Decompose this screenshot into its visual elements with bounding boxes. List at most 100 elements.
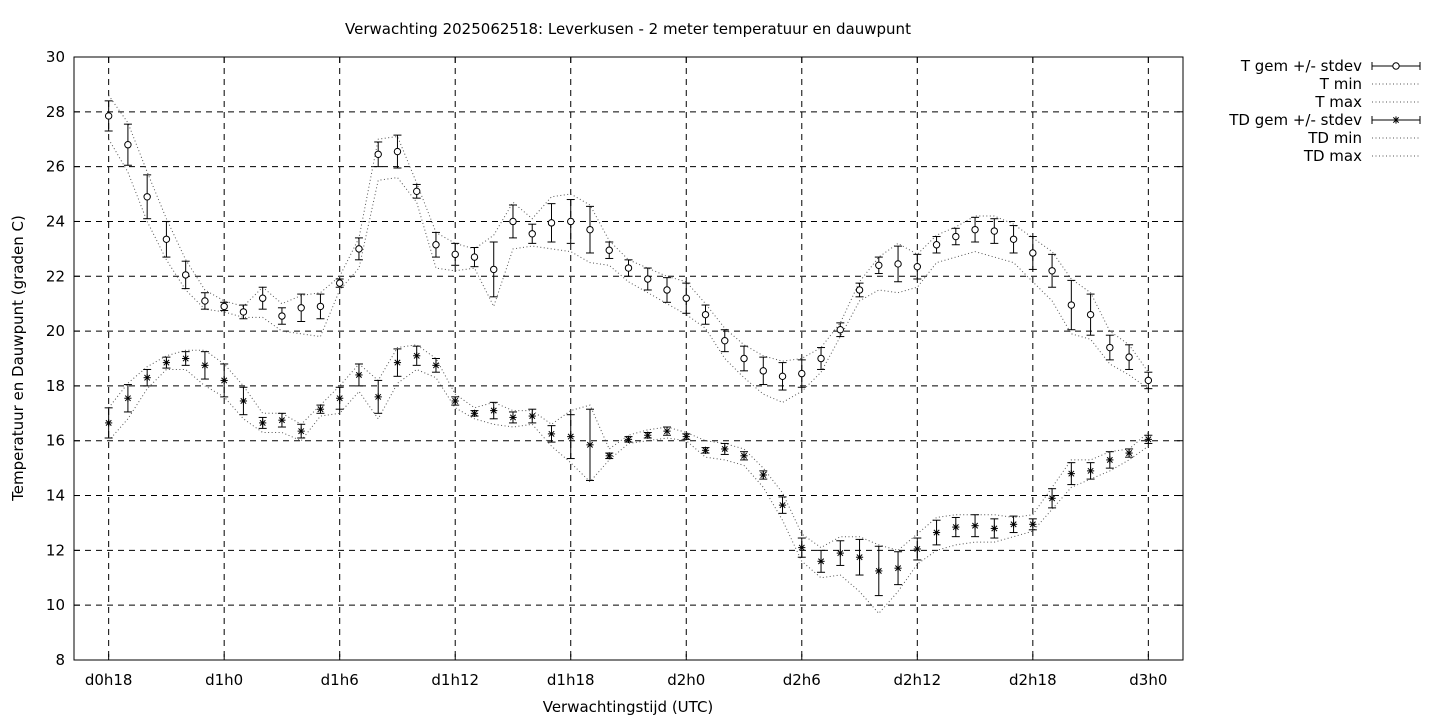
point-td-gem-stdev — [297, 427, 305, 435]
point-td-gem-stdev — [567, 433, 575, 441]
point-td-gem-stdev — [413, 352, 421, 360]
legend-label: T max — [1314, 93, 1362, 111]
legend-label: TD min — [1307, 129, 1362, 147]
point-t-gem-stdev — [1067, 301, 1076, 309]
point-td-gem-stdev — [740, 452, 748, 460]
point-td-gem-stdev — [201, 361, 209, 369]
point-t-gem-stdev — [1125, 353, 1133, 361]
point-td-gem-stdev — [875, 567, 883, 575]
point-td-gem-stdev — [470, 409, 479, 417]
chart-title: Verwachting 2025062518: Leverkusen - 2 m… — [345, 20, 911, 38]
point-td-gem-stdev — [605, 452, 613, 460]
point-t-gem-stdev — [682, 294, 690, 302]
y-tick-label: 20 — [46, 322, 65, 340]
point-t-gem-stdev — [258, 294, 267, 302]
point-t-gem-stdev — [355, 245, 363, 253]
point-t-gem-stdev — [817, 354, 825, 363]
point-td-gem-stdev — [316, 405, 325, 413]
y-tick-label: 16 — [46, 432, 65, 450]
point-t-gem-stdev — [624, 264, 633, 272]
x-tick-label: d2h12 — [893, 671, 941, 689]
y-tick-label: 30 — [46, 48, 65, 66]
point-t-gem-stdev — [952, 232, 960, 241]
y-tick-label: 22 — [46, 267, 65, 285]
plot-border — [73, 56, 1184, 661]
point-td-gem-stdev — [547, 430, 556, 438]
point-td-gem-stdev — [894, 564, 902, 572]
point-t-gem-stdev — [932, 241, 941, 249]
point-t-gem-stdev — [181, 271, 190, 279]
point-t-gem-stdev — [1106, 343, 1114, 352]
legend-label: TD gem +/- stdev — [1228, 111, 1362, 129]
point-td-gem-stdev — [1144, 435, 1152, 443]
grid-lines — [74, 57, 1183, 660]
point-t-gem-stdev — [162, 235, 171, 243]
point-t-gem-stdev — [567, 217, 575, 226]
point-t-gem-stdev — [413, 187, 421, 196]
point-td-gem-stdev — [1125, 449, 1133, 457]
point-t-gem-stdev — [836, 326, 844, 334]
point-td-gem-stdev — [798, 544, 806, 552]
min-max-lines — [108, 95, 1149, 615]
point-t-gem-stdev — [913, 262, 922, 271]
point-td-gem-stdev — [451, 397, 459, 405]
point-t-gem-stdev — [1086, 310, 1095, 319]
y-tick-label: 10 — [46, 596, 65, 614]
y-tick-label: 12 — [46, 541, 65, 559]
y-tick-label: 24 — [46, 212, 65, 230]
point-td-gem-stdev — [778, 501, 787, 509]
point-t-gem-stdev — [509, 217, 517, 226]
legend-label: T min — [1319, 75, 1362, 93]
point-td-gem-stdev — [644, 431, 652, 439]
x-tick-label: d2h6 — [783, 671, 821, 689]
point-t-gem-stdev — [335, 279, 344, 287]
point-t-gem-stdev — [586, 225, 594, 234]
point-td-gem-stdev — [1067, 470, 1075, 478]
y-tick-label: 14 — [46, 487, 65, 505]
point-td-gem-stdev — [990, 524, 998, 533]
point-td-gem-stdev — [1086, 467, 1095, 475]
point-t-gem-stdev — [798, 369, 806, 378]
point-t-gem-stdev — [278, 312, 286, 320]
point-t-gem-stdev — [220, 302, 228, 311]
point-t-gem-stdev — [759, 367, 767, 375]
point-td-gem-stdev — [932, 528, 941, 537]
point-t-gem-stdev — [432, 241, 440, 249]
point-t-gem-stdev — [701, 310, 710, 319]
x-axis-label: Verwachtingstijd (UTC) — [543, 698, 714, 716]
point-t-gem-stdev — [547, 219, 556, 227]
x-tick-label: d1h12 — [431, 671, 479, 689]
legend-label: T gem +/- stdev — [1240, 57, 1362, 75]
x-tick-label: d2h0 — [667, 671, 705, 689]
series-line-td-min — [108, 368, 1149, 615]
point-t-gem-stdev — [605, 246, 613, 254]
point-t-gem-stdev — [990, 227, 999, 235]
point-td-gem-stdev — [624, 435, 633, 443]
y-tick-label: 28 — [46, 103, 65, 121]
point-t-gem-stdev — [374, 150, 382, 159]
point-td-gem-stdev — [663, 427, 671, 435]
point-td-gem-stdev — [586, 441, 594, 449]
x-tick-label: d3h0 — [1129, 671, 1167, 689]
point-td-gem-stdev — [913, 545, 921, 553]
point-td-gem-stdev — [701, 446, 710, 454]
point-td-gem-stdev — [220, 376, 228, 385]
point-td-gem-stdev — [1048, 494, 1056, 502]
point-t-gem-stdev — [778, 372, 787, 381]
point-td-gem-stdev — [1009, 520, 1018, 528]
x-tick-label: d0h18 — [85, 671, 133, 689]
y-tick-label: 18 — [46, 377, 65, 395]
legend-marker-td-gem-stdev — [1392, 116, 1400, 124]
point-t-gem-stdev — [740, 354, 748, 363]
point-t-gem-stdev — [875, 261, 883, 270]
point-t-gem-stdev — [971, 225, 979, 234]
y-axis-label: Temperatuur en Dauwpunt (graden C) — [9, 215, 27, 502]
series-line-t-min — [108, 138, 1149, 403]
y-tick-label: 8 — [55, 651, 65, 669]
point-td-gem-stdev — [336, 394, 344, 402]
point-td-gem-stdev — [278, 416, 286, 424]
series-line-td-max — [108, 344, 1149, 551]
point-td-gem-stdev — [855, 553, 864, 561]
